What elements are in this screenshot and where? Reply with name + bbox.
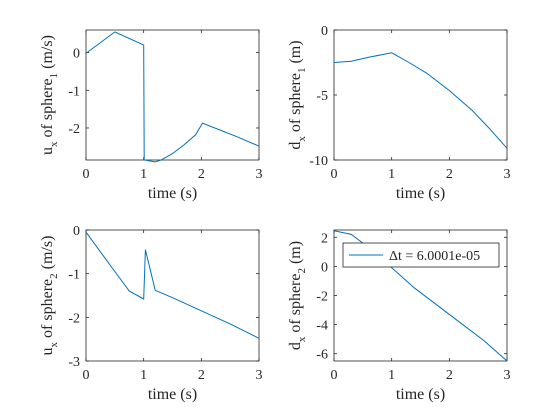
x-tick-label: 1 [388, 167, 395, 182]
axes-box [333, 29, 508, 161]
y-tick-label: -2 [316, 290, 328, 305]
y-label-subscript: x [296, 136, 308, 142]
axes-box [85, 229, 260, 362]
x-tick-label: 0 [83, 368, 90, 383]
y-label-part: d [287, 142, 304, 150]
x-tick-label: 2 [446, 368, 453, 383]
series-line [85, 31, 260, 163]
y-label-part: u [39, 147, 56, 155]
y-tick-label: 0 [73, 224, 80, 239]
y-tick-label: 0 [321, 24, 328, 39]
y-label-part: of sphere [39, 78, 56, 141]
y-tick-label: -4 [316, 319, 328, 334]
y-label-subscript: x [296, 336, 308, 342]
y-label-subscript: 1 [296, 68, 308, 74]
x-tick-label: 3 [256, 167, 263, 182]
y-axis-label: dx of sphere1 (m) [287, 40, 308, 149]
x-tick-label: 2 [446, 167, 453, 182]
x-tick-label: 2 [198, 368, 205, 383]
series-line [85, 231, 260, 339]
y-label-part: d [287, 342, 304, 350]
y-label-part: (m) [287, 241, 304, 268]
y-label-subscript: x [48, 341, 60, 347]
x-axis-label: time (s) [148, 185, 197, 202]
legend: Δt = 6.0001e-05 [342, 242, 500, 268]
y-tick-label: -6 [316, 348, 328, 363]
x-tick-label: 3 [504, 167, 511, 182]
x-tick-label: 3 [256, 368, 263, 383]
y-label-part: u [39, 347, 56, 355]
y-axis-label: ux of sphere2 (m/s) [39, 236, 60, 356]
series-line [333, 52, 508, 149]
y-tick-label: -2 [68, 122, 80, 137]
y-tick-label: -10 [309, 154, 328, 169]
y-label-part: of sphere [287, 73, 304, 136]
y-tick-label: -3 [68, 355, 80, 370]
y-axis-label: ux of sphere1 (m/s) [39, 35, 60, 155]
y-label-part: (m) [287, 40, 304, 67]
y-tick-label: -1 [68, 268, 80, 283]
x-axis-label: time (s) [148, 386, 197, 403]
y-tick-label: 0 [321, 260, 328, 275]
y-tick-label: -1 [68, 84, 80, 99]
y-label-subscript: 2 [48, 273, 60, 279]
x-tick-label: 3 [504, 368, 511, 383]
y-label-part: (m/s) [39, 35, 56, 73]
y-tick-label: 2 [321, 231, 328, 246]
series-line [333, 230, 508, 362]
x-tick-label: 1 [140, 368, 147, 383]
x-tick-label: 0 [83, 167, 90, 182]
x-tick-label: 1 [388, 368, 395, 383]
y-label-part: of sphere [287, 274, 304, 337]
y-tick-label: -5 [316, 89, 328, 104]
x-axis-label: time (s) [396, 185, 445, 202]
x-tick-label: 1 [140, 167, 147, 182]
legend-label: Δt = 6.0001e-05 [389, 249, 480, 264]
x-tick-label: 0 [331, 368, 338, 383]
y-label-part: (m/s) [39, 236, 56, 274]
y-axis-label: dx of sphere2 (m) [287, 241, 308, 350]
x-tick-label: 2 [198, 167, 205, 182]
x-tick-label: 0 [331, 167, 338, 182]
y-label-subscript: 1 [48, 73, 60, 79]
axes-box [85, 29, 260, 161]
y-label-subscript: x [48, 141, 60, 147]
y-label-subscript: 2 [296, 268, 308, 274]
x-axis-label: time (s) [396, 386, 445, 403]
y-label-part: of sphere [39, 279, 56, 342]
y-tick-label: -2 [68, 311, 80, 326]
y-tick-label: 0 [73, 47, 80, 62]
